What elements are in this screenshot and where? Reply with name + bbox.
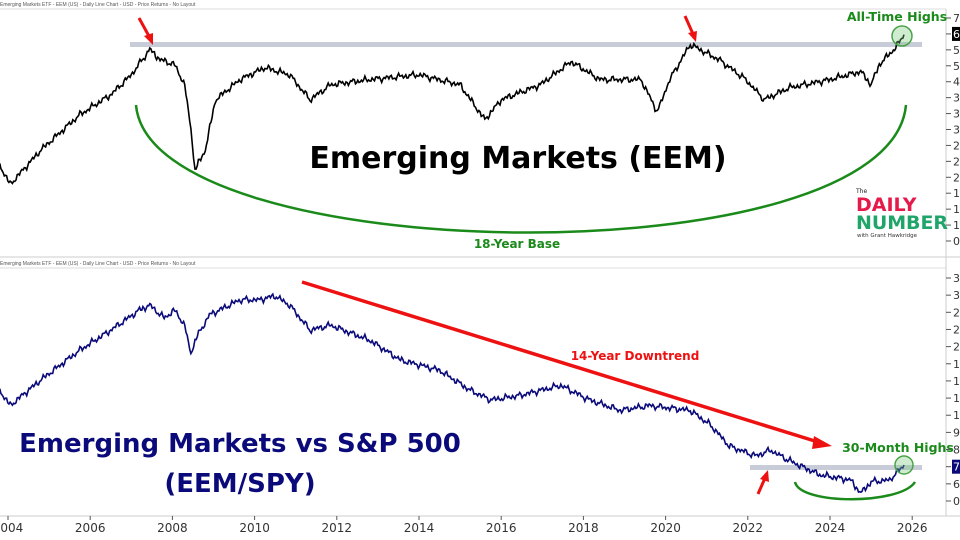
red-arrow-2022 (756, 470, 769, 495)
y-tick-label: 1 (953, 187, 960, 200)
y-tick-label: 3 (953, 272, 960, 285)
y-tick-label: 6 (953, 478, 960, 491)
downtrend-label: 14-Year Downtrend (571, 349, 700, 363)
y-tick-label: 3 (953, 92, 960, 105)
y-tick-label: 2 (953, 341, 960, 354)
x-tick-label: 2022 (733, 521, 764, 535)
x-tick-label: 2004 (0, 521, 23, 535)
x-tick-label: 2010 (239, 521, 270, 535)
y-tick-label: 1 (953, 392, 960, 405)
x-tick-label: 2012 (322, 521, 353, 535)
bottom-y-axis: 3 3 2 2 2 1 1 1 1 9 8 7 6 0 (946, 272, 960, 508)
bottom-chart-subtitle: (EEM/SPY) (164, 469, 315, 499)
y-tick-label: 2 (953, 306, 960, 319)
y-tick-label: 1 (953, 219, 960, 232)
y-tick-label: 1 (953, 358, 960, 371)
series-line (0, 34, 905, 185)
bottom-panel-header: Emerging Markets ETF - EEM (US) - Daily … (0, 261, 196, 267)
bottom-chart-title: Emerging Markets vs S&P 500 (19, 429, 461, 459)
top-panel-header: Emerging Markets ETF - EEM (US) - Daily … (0, 2, 196, 8)
y-tick-label: 1 (953, 203, 960, 216)
y-tick-label: 2 (953, 139, 960, 152)
top-y-axis: 7 6 5 5 4 3 3 3 2 2 2 1 1 1 0 (946, 12, 960, 248)
downtrend-arrowhead (812, 436, 832, 449)
ath-highlight-circle (891, 25, 913, 47)
x-tick-label: 2008 (157, 521, 188, 535)
x-axis: 2004 2006 2008 2010 2012 2014 2016 2018 2020 2022… (0, 516, 927, 535)
y-tick-label: 0 (953, 235, 960, 248)
x-tick-label: 2014 (404, 521, 435, 535)
30-month-highs-label: 30-Month Highs (842, 440, 954, 455)
current-value-badge (952, 459, 960, 474)
x-tick-label: 2006 (75, 521, 106, 535)
y-tick-label: 8 (953, 444, 960, 457)
x-tick-label: 2024 (815, 521, 846, 535)
svg-text:NUMBER: NUMBER (856, 212, 948, 234)
current-value-badge (952, 26, 960, 41)
svg-text:with Grant Hawkridge: with Grant Hawkridge (857, 233, 918, 239)
base-label: 18-Year Base (474, 237, 560, 251)
x-tick-label: 2026 (897, 521, 928, 535)
y-tick-label: 2 (953, 323, 960, 336)
bottom-resistance-line (750, 465, 922, 470)
y-tick-label: 5 (953, 44, 960, 57)
red-arrow-2007 (137, 17, 153, 45)
eem-series (0, 34, 905, 185)
svg-text:DAILY: DAILY (856, 194, 917, 216)
top-chart-title: Emerging Markets (EEM) (309, 141, 726, 176)
y-tick-label: 3 (953, 108, 960, 121)
30-month-high-circle (894, 455, 914, 475)
y-tick-label: 4 (953, 76, 960, 89)
y-tick-label: 2 (953, 155, 960, 168)
base-arc (134, 104, 908, 234)
current-value-label: 7 (953, 461, 960, 474)
y-tick-label: 7 (953, 12, 960, 25)
top-resistance-line (130, 42, 922, 47)
downtrend-line (301, 280, 819, 444)
eem-spy-series (0, 292, 905, 494)
svg-text:The: The (855, 188, 867, 195)
bottom-base-arc (793, 481, 917, 501)
all-time-highs-label: All-Time Highs (847, 9, 947, 24)
x-tick-label: 2020 (650, 521, 681, 535)
y-tick-label: 9 (953, 426, 960, 439)
y-tick-label: 5 (953, 60, 960, 73)
y-tick-label: 1 (953, 375, 960, 388)
y-tick-label: 0 (953, 495, 960, 508)
y-tick-label: 1 (953, 409, 960, 422)
y-tick-label: 3 (953, 289, 960, 302)
red-arrow-2021 (683, 15, 697, 42)
current-value-label: 6 (953, 28, 960, 41)
y-tick-label: 3 (953, 124, 960, 137)
x-tick-label: 2018 (568, 521, 599, 535)
y-tick-label: 2 (953, 171, 960, 184)
daily-number-logo: The DAILY NUMBER with Grant Hawkridge (855, 188, 948, 239)
x-tick-label: 2016 (486, 521, 517, 535)
series-line (0, 292, 905, 494)
